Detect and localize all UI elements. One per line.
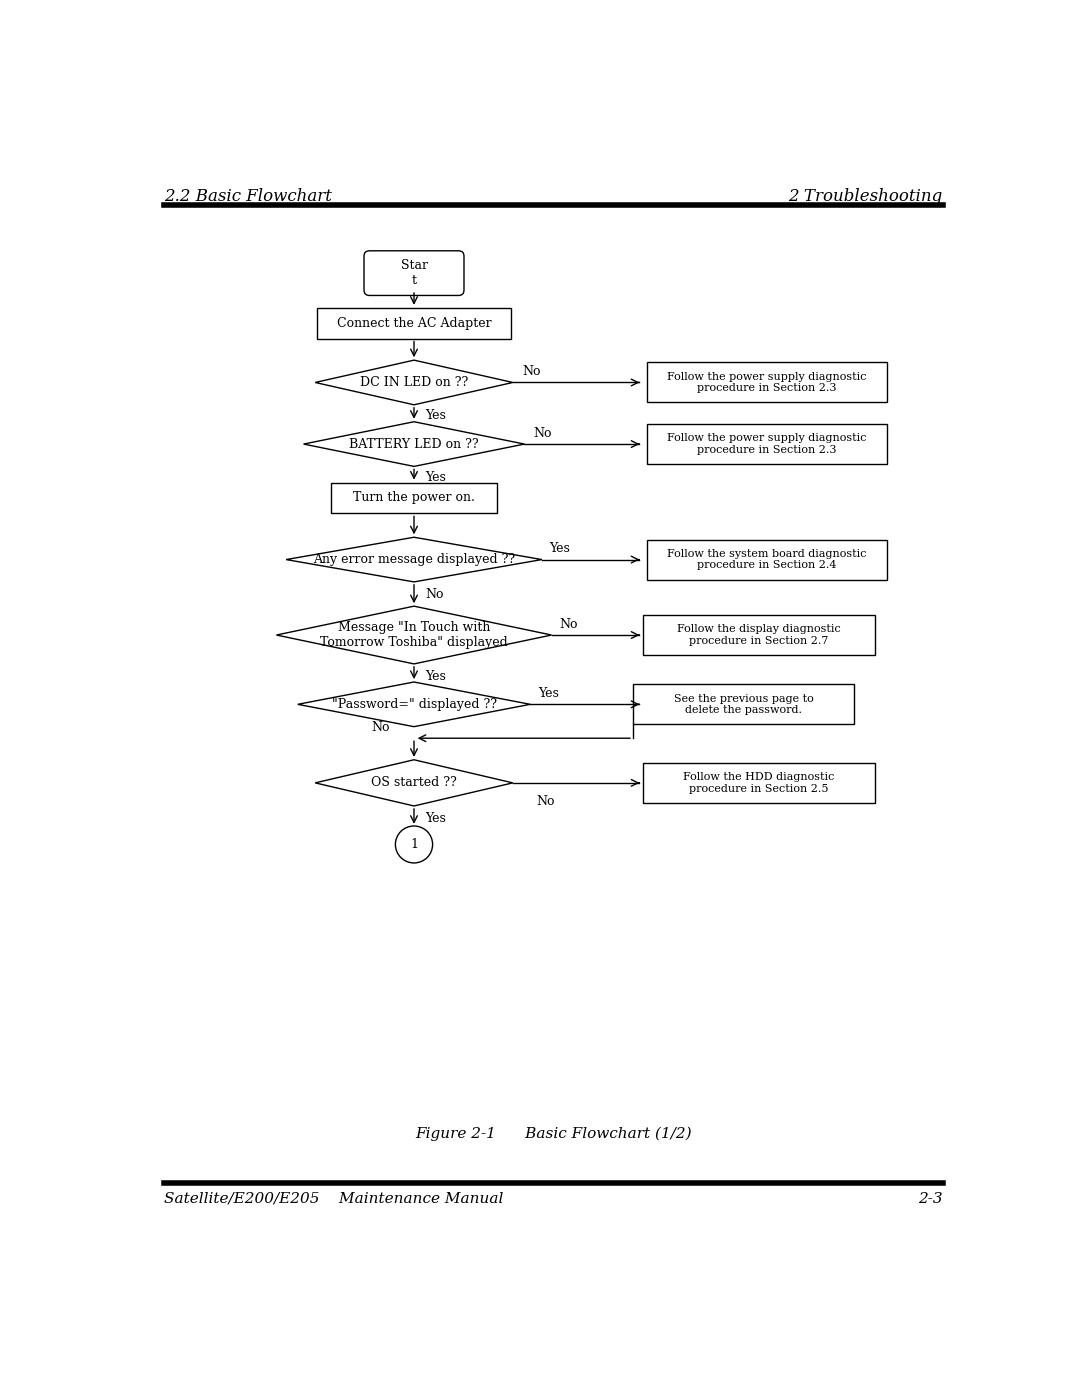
FancyBboxPatch shape — [330, 482, 497, 513]
Text: No: No — [522, 365, 541, 379]
Text: No: No — [536, 795, 554, 807]
Text: Follow the system board diagnostic
procedure in Section 2.4: Follow the system board diagnostic proce… — [666, 549, 866, 570]
Polygon shape — [303, 422, 525, 467]
Text: 2.2 Basic Flowchart: 2.2 Basic Flowchart — [164, 187, 333, 204]
Text: Follow the power supply diagnostic
procedure in Section 2.3: Follow the power supply diagnostic proce… — [666, 372, 866, 394]
Text: OS started ??: OS started ?? — [372, 777, 457, 789]
Polygon shape — [286, 538, 542, 583]
Text: Yes: Yes — [424, 812, 446, 824]
FancyBboxPatch shape — [647, 425, 887, 464]
Text: Follow the display diagnostic
procedure in Section 2.7: Follow the display diagnostic procedure … — [677, 624, 840, 645]
Polygon shape — [315, 760, 513, 806]
FancyBboxPatch shape — [318, 307, 511, 338]
Polygon shape — [276, 606, 552, 664]
Text: Any error message displayed ??: Any error message displayed ?? — [313, 553, 515, 566]
Text: Yes: Yes — [550, 542, 570, 555]
Text: No: No — [534, 427, 552, 440]
Text: Turn the power on.: Turn the power on. — [353, 492, 475, 504]
Text: Star
t: Star t — [401, 258, 428, 288]
Polygon shape — [315, 360, 513, 405]
Text: Satellite/E200/E205    Maintenance Manual: Satellite/E200/E205 Maintenance Manual — [164, 1192, 504, 1206]
Text: Connect the AC Adapter: Connect the AC Adapter — [337, 317, 491, 330]
Text: 1: 1 — [410, 838, 418, 851]
Text: No: No — [559, 617, 578, 631]
Text: Message "In Touch with
Tomorrow Toshiba" displayed: Message "In Touch with Tomorrow Toshiba"… — [320, 622, 508, 650]
FancyBboxPatch shape — [647, 539, 887, 580]
Text: No: No — [372, 721, 390, 733]
Circle shape — [395, 826, 433, 863]
Text: See the previous page to
delete the password.: See the previous page to delete the pass… — [674, 693, 813, 715]
Text: BATTERY LED on ??: BATTERY LED on ?? — [349, 437, 478, 451]
FancyBboxPatch shape — [633, 685, 854, 725]
Polygon shape — [298, 682, 530, 726]
FancyBboxPatch shape — [643, 615, 875, 655]
Text: DC IN LED on ??: DC IN LED on ?? — [360, 376, 468, 388]
Text: Figure 2-1      Basic Flowchart (1/2): Figure 2-1 Basic Flowchart (1/2) — [415, 1127, 692, 1141]
Text: No: No — [424, 588, 444, 601]
FancyBboxPatch shape — [643, 763, 875, 803]
Text: Follow the HDD diagnostic
procedure in Section 2.5: Follow the HDD diagnostic procedure in S… — [684, 773, 835, 793]
Text: Follow the power supply diagnostic
procedure in Section 2.3: Follow the power supply diagnostic proce… — [666, 433, 866, 455]
Text: Yes: Yes — [538, 687, 558, 700]
FancyBboxPatch shape — [647, 362, 887, 402]
Text: Yes: Yes — [424, 471, 446, 483]
Text: 2-3: 2-3 — [918, 1192, 943, 1206]
Text: 2 Troubleshooting: 2 Troubleshooting — [788, 187, 943, 204]
Text: Yes: Yes — [424, 669, 446, 683]
Text: "Password=" displayed ??: "Password=" displayed ?? — [332, 698, 497, 711]
Text: Yes: Yes — [424, 409, 446, 422]
FancyBboxPatch shape — [364, 251, 464, 295]
